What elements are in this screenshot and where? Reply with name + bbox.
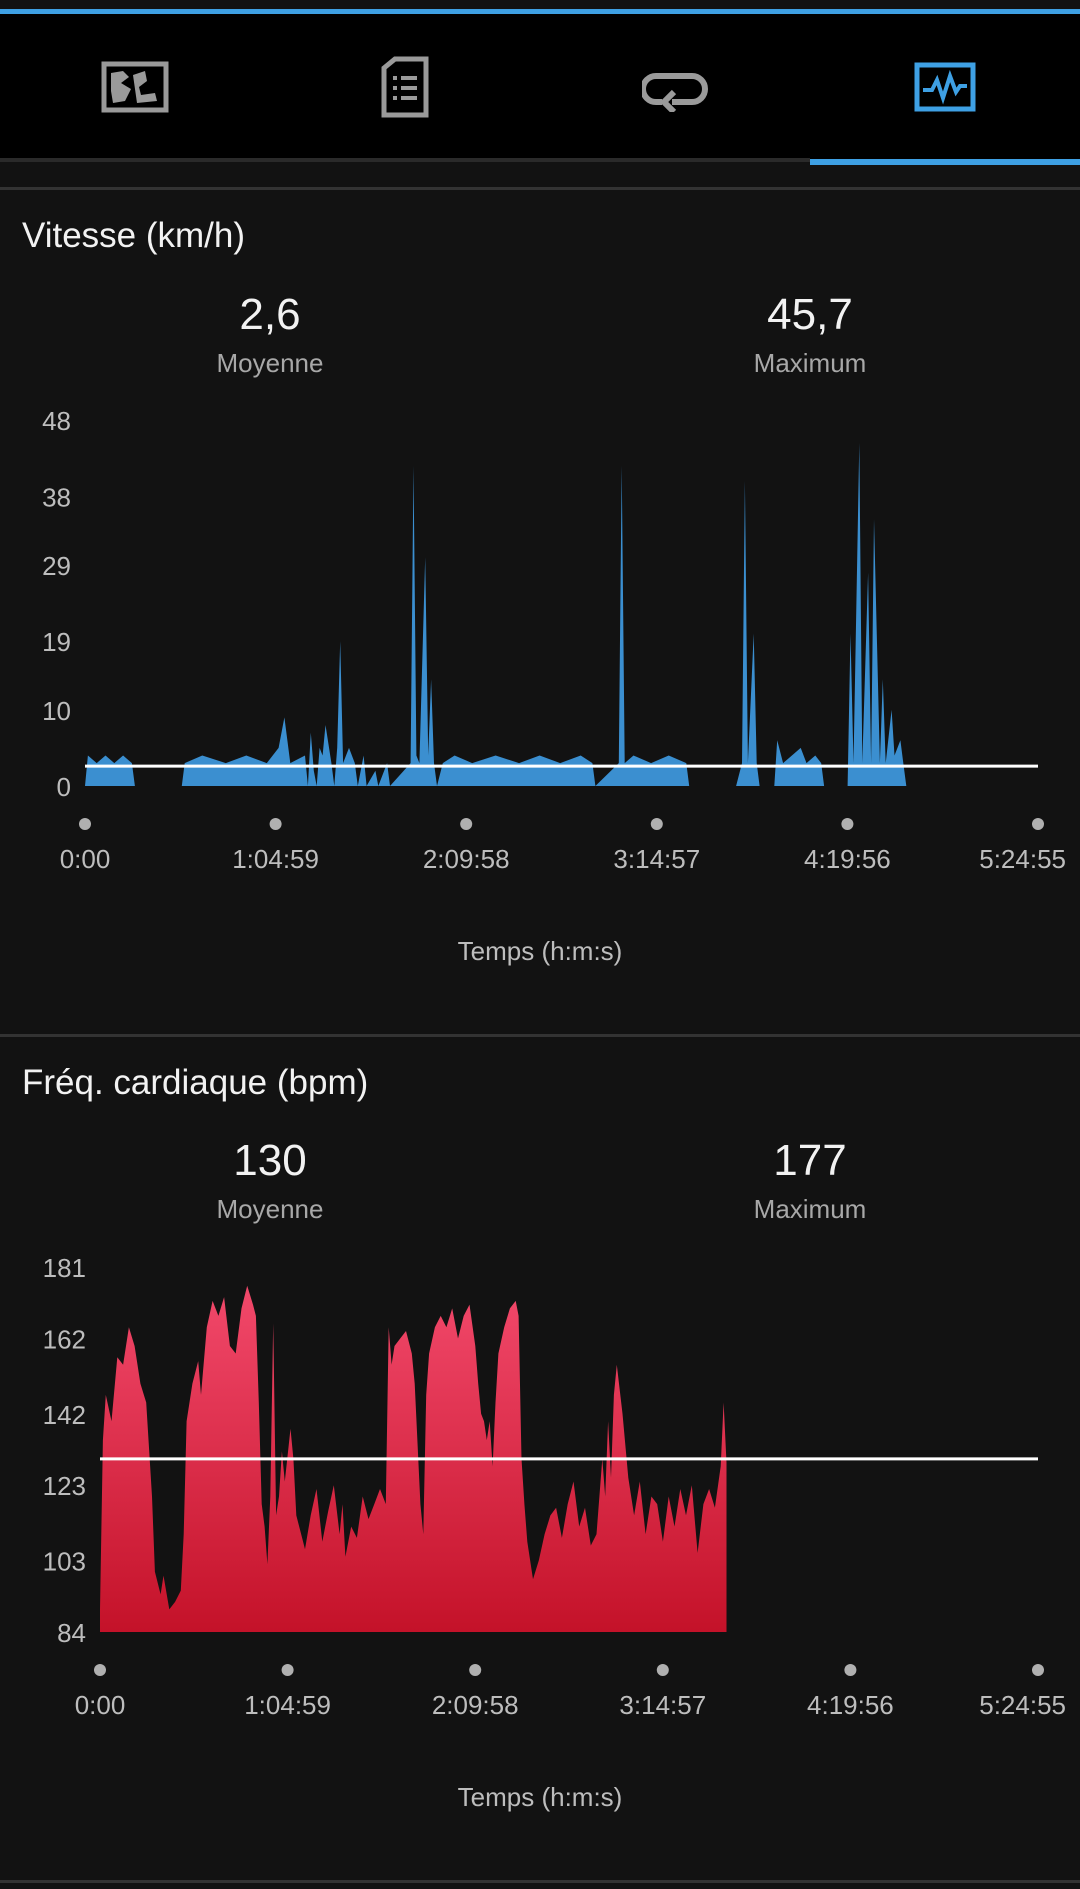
y-tick-label: 123 [43, 1471, 86, 1501]
hr-section-title: Fréq. cardiaque (bpm) [22, 1063, 369, 1102]
hr-average-value: 130 [233, 1136, 307, 1185]
x-tick-label: 5:24:55 [979, 1690, 1066, 1720]
speed-series-area [85, 442, 907, 786]
x-tick-label: 1:04:59 [244, 1690, 331, 1720]
y-tick-label: 84 [57, 1618, 86, 1648]
speed-average-value: 2,6 [239, 290, 301, 339]
y-tick-label: 181 [43, 1253, 86, 1283]
x-tick-dot [269, 818, 282, 830]
y-tick-label: 19 [42, 627, 71, 657]
tab-laps[interactable] [540, 14, 810, 160]
laps-loop-icon [642, 73, 708, 112]
x-tick-dot [94, 1664, 106, 1676]
section-divider [0, 1034, 1080, 1037]
hr-average-label: Moyenne [216, 1194, 324, 1224]
speed-x-axis-title: Temps (h:m:s) [457, 936, 623, 966]
x-tick-dot [1032, 1664, 1044, 1676]
y-tick-label: 142 [43, 1400, 86, 1430]
y-tick-label: 0 [57, 772, 71, 802]
x-tick-label: 2:09:58 [432, 1690, 519, 1720]
tab-map[interactable] [0, 14, 270, 160]
hr-maximum-value: 177 [773, 1136, 847, 1185]
tab-charts[interactable] [810, 14, 1080, 160]
document-list-icon [381, 56, 429, 118]
selected-tab-indicator [810, 159, 1080, 165]
x-tick-dot [1032, 818, 1044, 830]
activity-chart-icon [914, 62, 976, 112]
speed-maximum-value: 45,7 [767, 290, 853, 339]
x-tick-label: 5:24:55 [979, 844, 1066, 874]
x-tick-dot [650, 818, 663, 830]
map-icon [101, 61, 169, 113]
x-tick-dot [656, 1664, 669, 1676]
speed-maximum-label: Maximum [753, 348, 867, 378]
x-tick-dot [841, 818, 854, 830]
y-tick-label: 38 [42, 482, 71, 512]
y-tick-label: 48 [42, 406, 71, 436]
x-tick-dot [460, 818, 473, 830]
x-tick-dot [469, 1664, 482, 1676]
speed-chart: 0 10 19 29 38 48 0:00 1:04:59 2:09:58 3:14:57 4:19… [42, 406, 1066, 874]
heart-rate-chart: 84 103 123 142 162 181 0:00 1:04:59 2:09:58 3:14:… [43, 1253, 1066, 1720]
speed-average-label: Moyenne [216, 348, 324, 378]
x-tick-label: 2:09:58 [423, 844, 510, 874]
hr-maximum-label: Maximum [753, 1194, 867, 1224]
x-tick-label: 3:14:57 [613, 844, 700, 874]
hr-x-axis-title: Temps (h:m:s) [457, 1782, 623, 1812]
x-tick-label: 4:19:56 [807, 1690, 894, 1720]
x-tick-label: 4:19:56 [804, 844, 891, 874]
y-tick-label: 162 [43, 1324, 86, 1354]
x-tick-label: 0:00 [60, 844, 111, 874]
tab-bar-border [0, 158, 810, 162]
y-tick-label: 103 [43, 1547, 86, 1577]
tab-details[interactable] [270, 14, 540, 160]
y-tick-label: 10 [42, 696, 71, 726]
x-tick-label: 1:04:59 [232, 844, 319, 874]
x-tick-dot [281, 1664, 294, 1676]
speed-section-title: Vitesse (km/h) [22, 216, 246, 255]
x-tick-dot [844, 1664, 857, 1676]
x-tick-label: 3:14:57 [619, 1690, 706, 1720]
top-accent-line [0, 9, 1080, 14]
section-divider [0, 187, 1080, 190]
section-divider [0, 1880, 1080, 1883]
tab-bar [0, 14, 1080, 160]
x-tick-dot [79, 818, 91, 830]
x-tick-label: 0:00 [75, 1690, 126, 1720]
y-tick-label: 29 [42, 551, 71, 581]
